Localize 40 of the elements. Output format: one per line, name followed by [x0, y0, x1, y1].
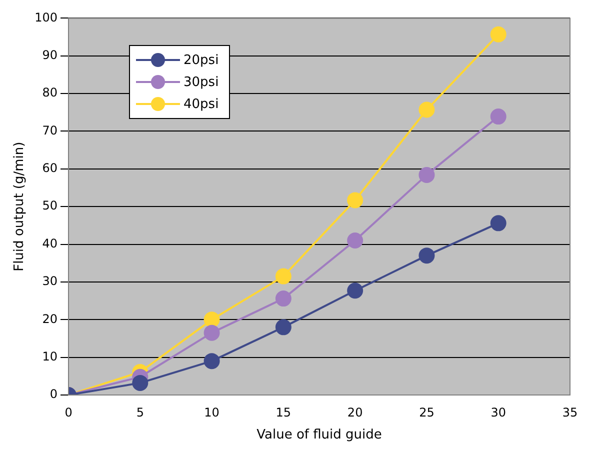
y-tick-label: 0 — [50, 387, 58, 402]
point — [275, 268, 292, 284]
x-tick-label: 15 — [276, 405, 292, 420]
y-tick-label: 10 — [42, 349, 58, 364]
point — [204, 312, 220, 328]
point — [275, 319, 292, 336]
x-axis-title: Value of fluid guide — [256, 428, 382, 443]
y-tick-label: 40 — [42, 236, 58, 250]
point — [490, 215, 506, 232]
point — [490, 108, 506, 125]
x-tick-label: 0 — [64, 405, 72, 420]
legend-label: 40psi — [184, 96, 219, 112]
y-tick-label: 20 — [42, 312, 58, 326]
x-tick-label: 25 — [419, 405, 434, 420]
y-tick-label: 100 — [34, 10, 58, 24]
point — [418, 102, 435, 118]
y-tick-label: 30 — [42, 274, 58, 288]
point — [347, 232, 364, 249]
y-axis-title: Fluid output (g/min) — [12, 142, 28, 272]
x-tick-label: 20 — [347, 405, 363, 420]
x-tick-label: 5 — [136, 405, 144, 420]
point — [275, 290, 292, 307]
point — [490, 26, 506, 42]
x-tick-label: 30 — [490, 405, 506, 420]
y-tick-label: 80 — [42, 86, 58, 100]
x-tick-label: 10 — [204, 405, 220, 420]
point — [418, 166, 435, 183]
point — [204, 324, 220, 341]
point — [347, 192, 364, 208]
point — [418, 248, 435, 264]
legend-label: 20psi — [184, 52, 219, 68]
point — [132, 374, 148, 391]
y-tick-label: 70 — [42, 123, 58, 138]
point — [204, 353, 220, 370]
legend-label: 30psi — [184, 74, 219, 90]
y-tick-label: 50 — [42, 198, 58, 213]
y-tick-label: 90 — [42, 48, 58, 62]
y-tick-label: 60 — [42, 161, 58, 176]
x-tick-label: 35 — [562, 405, 578, 420]
point — [347, 282, 364, 299]
